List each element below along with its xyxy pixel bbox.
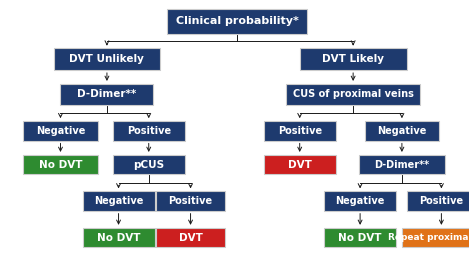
FancyBboxPatch shape [155, 191, 226, 211]
FancyBboxPatch shape [402, 228, 474, 247]
Text: Positive: Positive [168, 196, 213, 206]
FancyBboxPatch shape [286, 84, 420, 105]
Text: No DVT: No DVT [338, 233, 382, 242]
Text: Negative: Negative [377, 126, 427, 136]
FancyBboxPatch shape [264, 121, 336, 141]
Text: Repeat proximal CUS: Repeat proximal CUS [388, 233, 474, 242]
Text: No DVT: No DVT [39, 160, 82, 170]
Text: Negative: Negative [336, 196, 385, 206]
Text: D-Dimer**: D-Dimer** [77, 89, 137, 99]
Text: CUS of proximal veins: CUS of proximal veins [292, 89, 414, 99]
FancyBboxPatch shape [359, 155, 445, 174]
FancyBboxPatch shape [61, 84, 154, 105]
Text: Positive: Positive [278, 126, 322, 136]
FancyBboxPatch shape [324, 191, 396, 211]
FancyBboxPatch shape [300, 48, 407, 70]
FancyBboxPatch shape [113, 155, 185, 174]
Text: DVT Likely: DVT Likely [322, 54, 384, 64]
Text: Negative: Negative [94, 196, 143, 206]
Text: pCUS: pCUS [133, 160, 164, 170]
FancyBboxPatch shape [54, 48, 160, 70]
Text: DVT: DVT [179, 233, 202, 242]
FancyBboxPatch shape [155, 228, 226, 247]
Text: Clinical probability*: Clinical probability* [175, 17, 299, 26]
FancyBboxPatch shape [167, 9, 307, 34]
FancyBboxPatch shape [82, 191, 155, 211]
Text: D-Dimer**: D-Dimer** [374, 160, 429, 170]
FancyBboxPatch shape [264, 155, 336, 174]
Text: No DVT: No DVT [97, 233, 140, 242]
FancyBboxPatch shape [23, 121, 98, 141]
Text: Positive: Positive [419, 196, 464, 206]
Text: DVT: DVT [288, 160, 311, 170]
FancyBboxPatch shape [365, 121, 439, 141]
Text: Negative: Negative [36, 126, 85, 136]
FancyBboxPatch shape [113, 121, 185, 141]
Text: Positive: Positive [127, 126, 171, 136]
FancyBboxPatch shape [324, 228, 396, 247]
Text: DVT Unlikely: DVT Unlikely [70, 54, 145, 64]
FancyBboxPatch shape [407, 191, 474, 211]
FancyBboxPatch shape [23, 155, 98, 174]
FancyBboxPatch shape [82, 228, 155, 247]
